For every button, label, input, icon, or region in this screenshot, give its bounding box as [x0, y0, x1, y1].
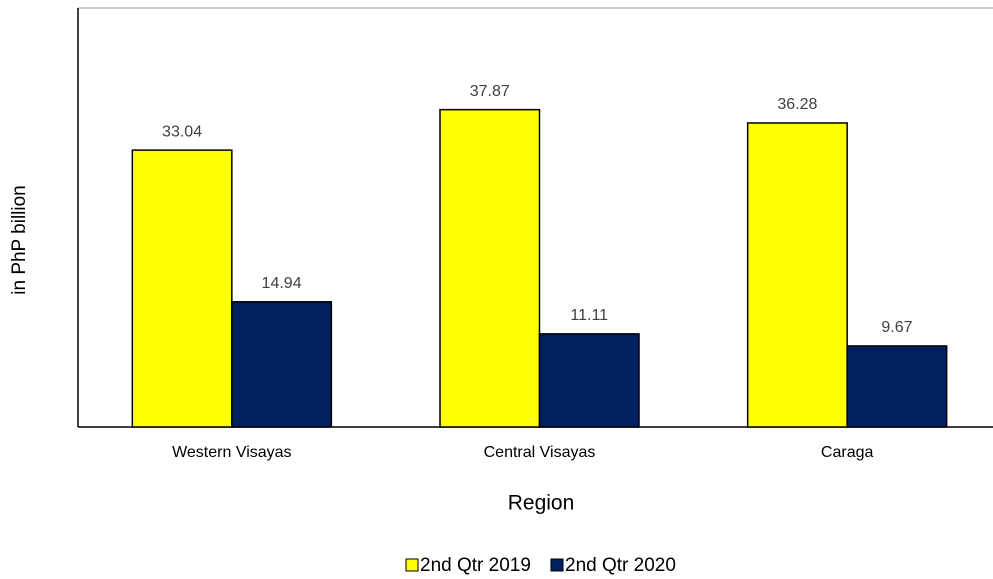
- bar: [131, 149, 233, 428]
- bar: [746, 122, 848, 428]
- bar: [538, 333, 640, 428]
- data-label: 37.87: [470, 83, 510, 100]
- x-tick-label: Caraga: [821, 444, 874, 461]
- x-tick-label: Western Visayas: [172, 444, 291, 461]
- bar: [231, 301, 333, 428]
- bar: [846, 345, 948, 428]
- legend-swatch: [550, 558, 564, 572]
- data-label: 33.04: [162, 123, 202, 140]
- bar: [439, 108, 541, 428]
- x-axis-title: Region: [508, 492, 575, 515]
- data-label: 11.11: [570, 307, 608, 324]
- x-tick-label: Central Visayas: [484, 444, 596, 461]
- legend-label: 2nd Qtr 2019: [420, 555, 531, 576]
- legend-label: 2nd Qtr 2020: [565, 555, 676, 576]
- legend-swatch: [405, 558, 419, 572]
- y-axis-title: in PhP billion: [9, 185, 30, 295]
- data-label: 14.94: [262, 275, 302, 292]
- data-label: 36.28: [777, 96, 817, 113]
- data-label: 9.67: [881, 319, 912, 336]
